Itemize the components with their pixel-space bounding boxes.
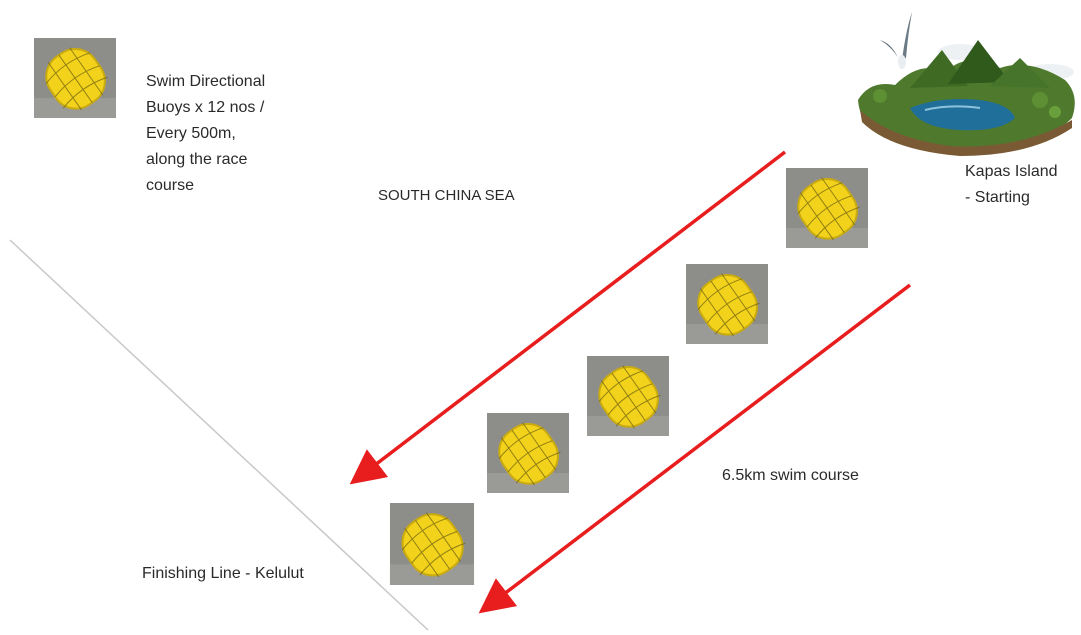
buoy-icon-2 bbox=[686, 264, 768, 349]
legend-line-5: course bbox=[146, 177, 195, 194]
course-arrow-lower bbox=[478, 283, 912, 614]
buoy-icon-3 bbox=[587, 356, 669, 441]
buoy-icon-4 bbox=[487, 413, 569, 498]
course-label: 6.5km swim course bbox=[722, 467, 859, 484]
legend-line-1: Swim Directional bbox=[146, 73, 266, 90]
legend-line-4: along the race bbox=[146, 151, 248, 168]
start-label-line-2: - Starting bbox=[965, 189, 1030, 206]
course-arrow-upper bbox=[349, 150, 787, 485]
shoreline-line bbox=[9, 239, 429, 631]
finish-label: Finishing Line - Kelulut bbox=[142, 565, 304, 582]
buoy-icon-1 bbox=[786, 168, 868, 253]
seagull-icon bbox=[880, 12, 912, 69]
island-illustration bbox=[850, 0, 1080, 165]
legend-line-2: Buoys x 12 nos / bbox=[146, 99, 265, 116]
buoy-icon-legend bbox=[34, 38, 116, 123]
start-label-line-1: Kapas Island bbox=[965, 163, 1058, 180]
legend-line-3: Every 500m, bbox=[146, 125, 236, 142]
buoy-icon-5 bbox=[389, 503, 475, 590]
sea-label: SOUTH CHINA SEA bbox=[378, 187, 515, 204]
